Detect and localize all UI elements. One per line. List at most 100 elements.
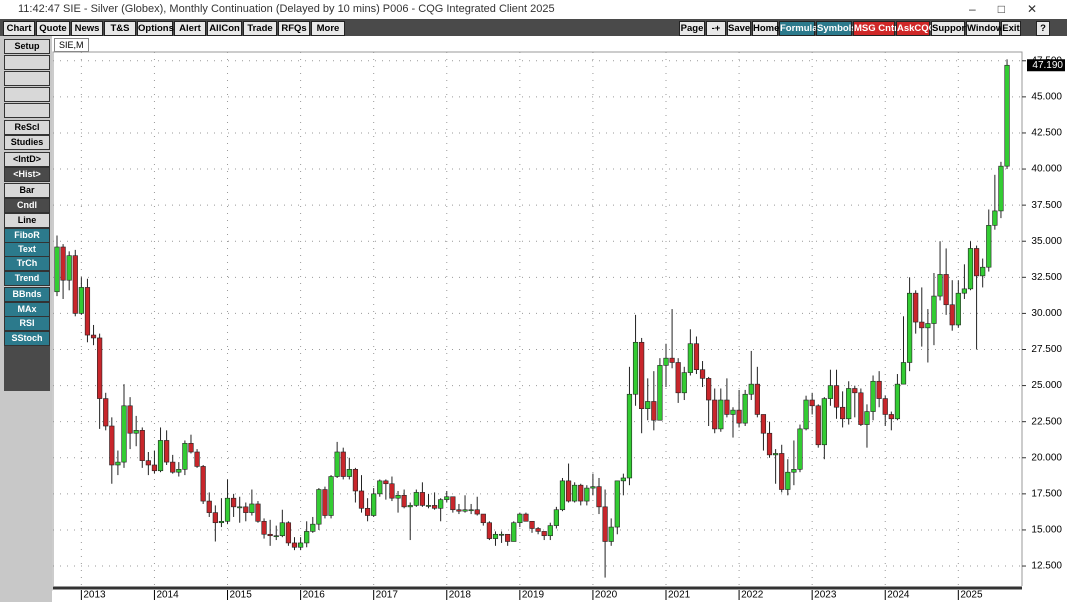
menu-button[interactable]: T&S <box>104 21 136 36</box>
candle-body <box>249 503 255 513</box>
toolbar-button[interactable]: -+ <box>706 21 726 36</box>
menu-button[interactable]: Chart <box>3 21 35 36</box>
candle-body <box>949 304 955 326</box>
candle-body <box>858 392 864 425</box>
candle-body <box>145 460 151 466</box>
sidebar-button[interactable]: BBnds <box>4 287 50 302</box>
candle-body <box>60 246 66 281</box>
sidebar-button[interactable]: RSI <box>4 316 50 331</box>
chart-tab[interactable]: SIE,M <box>54 38 89 52</box>
y-tick-label: 30.000 <box>1031 308 1062 319</box>
toolbar-button[interactable]: MSG Cntr <box>853 21 898 36</box>
candle-body <box>754 383 760 415</box>
candle-body <box>425 505 432 507</box>
candle-body <box>480 513 486 524</box>
candle-body <box>66 255 72 281</box>
candle-body <box>693 343 700 371</box>
candle-body <box>90 334 97 339</box>
candle-body <box>78 287 84 314</box>
sidebar-button[interactable]: <Hist> <box>4 167 50 182</box>
sidebar-button[interactable]: Bar <box>4 183 50 198</box>
last-price-tag <box>1027 59 1065 72</box>
candle-body <box>371 493 377 516</box>
toolbar-button[interactable]: ? <box>1036 21 1050 36</box>
candle-body <box>444 496 450 500</box>
candle-body <box>773 453 779 456</box>
candle-body <box>803 399 809 430</box>
candle-body <box>285 522 292 544</box>
menu-button[interactable]: News <box>71 21 103 36</box>
y-tick-label: 20.000 <box>1031 452 1062 463</box>
candle-body <box>651 401 657 421</box>
x-tick-label: 2024 <box>887 590 910 601</box>
x-tick-label: 2022 <box>741 590 764 601</box>
sidebar-button[interactable]: ReScl <box>4 120 50 135</box>
x-tick-label: 2023 <box>814 590 837 601</box>
candle-body <box>383 480 389 485</box>
menu-button[interactable]: RFQs <box>278 21 310 36</box>
menu-button[interactable]: Options <box>137 21 174 36</box>
candle-body <box>614 480 620 528</box>
toolbar-button[interactable]: Window <box>966 21 1004 36</box>
candle-body <box>827 385 834 399</box>
candle-body <box>261 520 267 535</box>
icon-button[interactable] <box>4 55 50 70</box>
candle-body <box>328 476 334 516</box>
toolbar-button[interactable]: Symbols <box>816 21 857 36</box>
toolbar-button[interactable]: Exit <box>1001 21 1021 36</box>
menu-button[interactable]: More <box>311 21 345 36</box>
toolbar-button[interactable]: AskCQG <box>896 21 937 36</box>
icon-button[interactable] <box>4 71 50 86</box>
candle-body <box>791 469 797 473</box>
candle-body <box>620 477 626 482</box>
candle-body <box>766 432 773 456</box>
sidebar-button[interactable]: SStoch <box>4 331 50 346</box>
candle-body <box>358 490 365 509</box>
candle-body <box>833 385 840 408</box>
y-tick-label: 12.500 <box>1031 561 1062 572</box>
menu-button[interactable]: Trade <box>243 21 277 36</box>
candle-body <box>955 292 961 326</box>
plot-area <box>52 51 1023 591</box>
sidebar-button[interactable]: TrCh <box>4 256 50 271</box>
icon-button[interactable] <box>4 103 50 118</box>
toolbar-button[interactable]: Support <box>931 21 969 36</box>
toolbar-button[interactable]: Page <box>679 21 705 36</box>
candle-body <box>224 497 231 522</box>
y-tick-label: 35.000 <box>1031 236 1062 247</box>
candle-body <box>541 531 547 537</box>
candle-body <box>340 451 346 477</box>
menu-button[interactable]: Quote <box>36 21 70 36</box>
sidebar-button[interactable]: Studies <box>4 135 50 150</box>
sidebar-button[interactable]: Line <box>4 213 50 228</box>
candle-body <box>255 503 261 522</box>
toolbar-button[interactable]: Save <box>727 21 751 36</box>
sidebar-button[interactable]: Text <box>4 242 50 257</box>
candle-body <box>170 461 176 473</box>
y-tick-label: 22.500 <box>1031 416 1062 427</box>
candle-body <box>809 399 815 407</box>
sidebar-button[interactable]: Trend <box>4 271 50 286</box>
menu-button[interactable]: AllCon <box>207 21 242 36</box>
toolbar-button[interactable]: Home <box>752 21 780 36</box>
sidebar-button[interactable]: Cndl <box>4 198 50 213</box>
menu-button[interactable]: Alert <box>174 21 206 36</box>
toolbar-button[interactable]: Formula <box>779 21 818 36</box>
window-controls[interactable]: –□✕ <box>969 2 1059 16</box>
candle-body <box>718 399 724 430</box>
candle-body <box>456 509 462 512</box>
candle-body <box>706 378 712 401</box>
candle-body <box>699 369 706 379</box>
window-title: 11:42:47 SIE - Silver (Globex), Monthly … <box>18 3 555 15</box>
candle-body <box>973 248 980 277</box>
sidebar-button[interactable]: Setup <box>4 39 50 54</box>
candle-body <box>967 248 974 290</box>
candle-body <box>906 292 913 363</box>
sidebar-button[interactable]: <IntD> <box>4 152 50 167</box>
candle-body <box>517 513 523 524</box>
icon-button[interactable] <box>4 87 50 102</box>
candle-body <box>864 411 870 425</box>
y-tick-label: 25.000 <box>1031 380 1062 391</box>
candle-body <box>413 492 419 506</box>
